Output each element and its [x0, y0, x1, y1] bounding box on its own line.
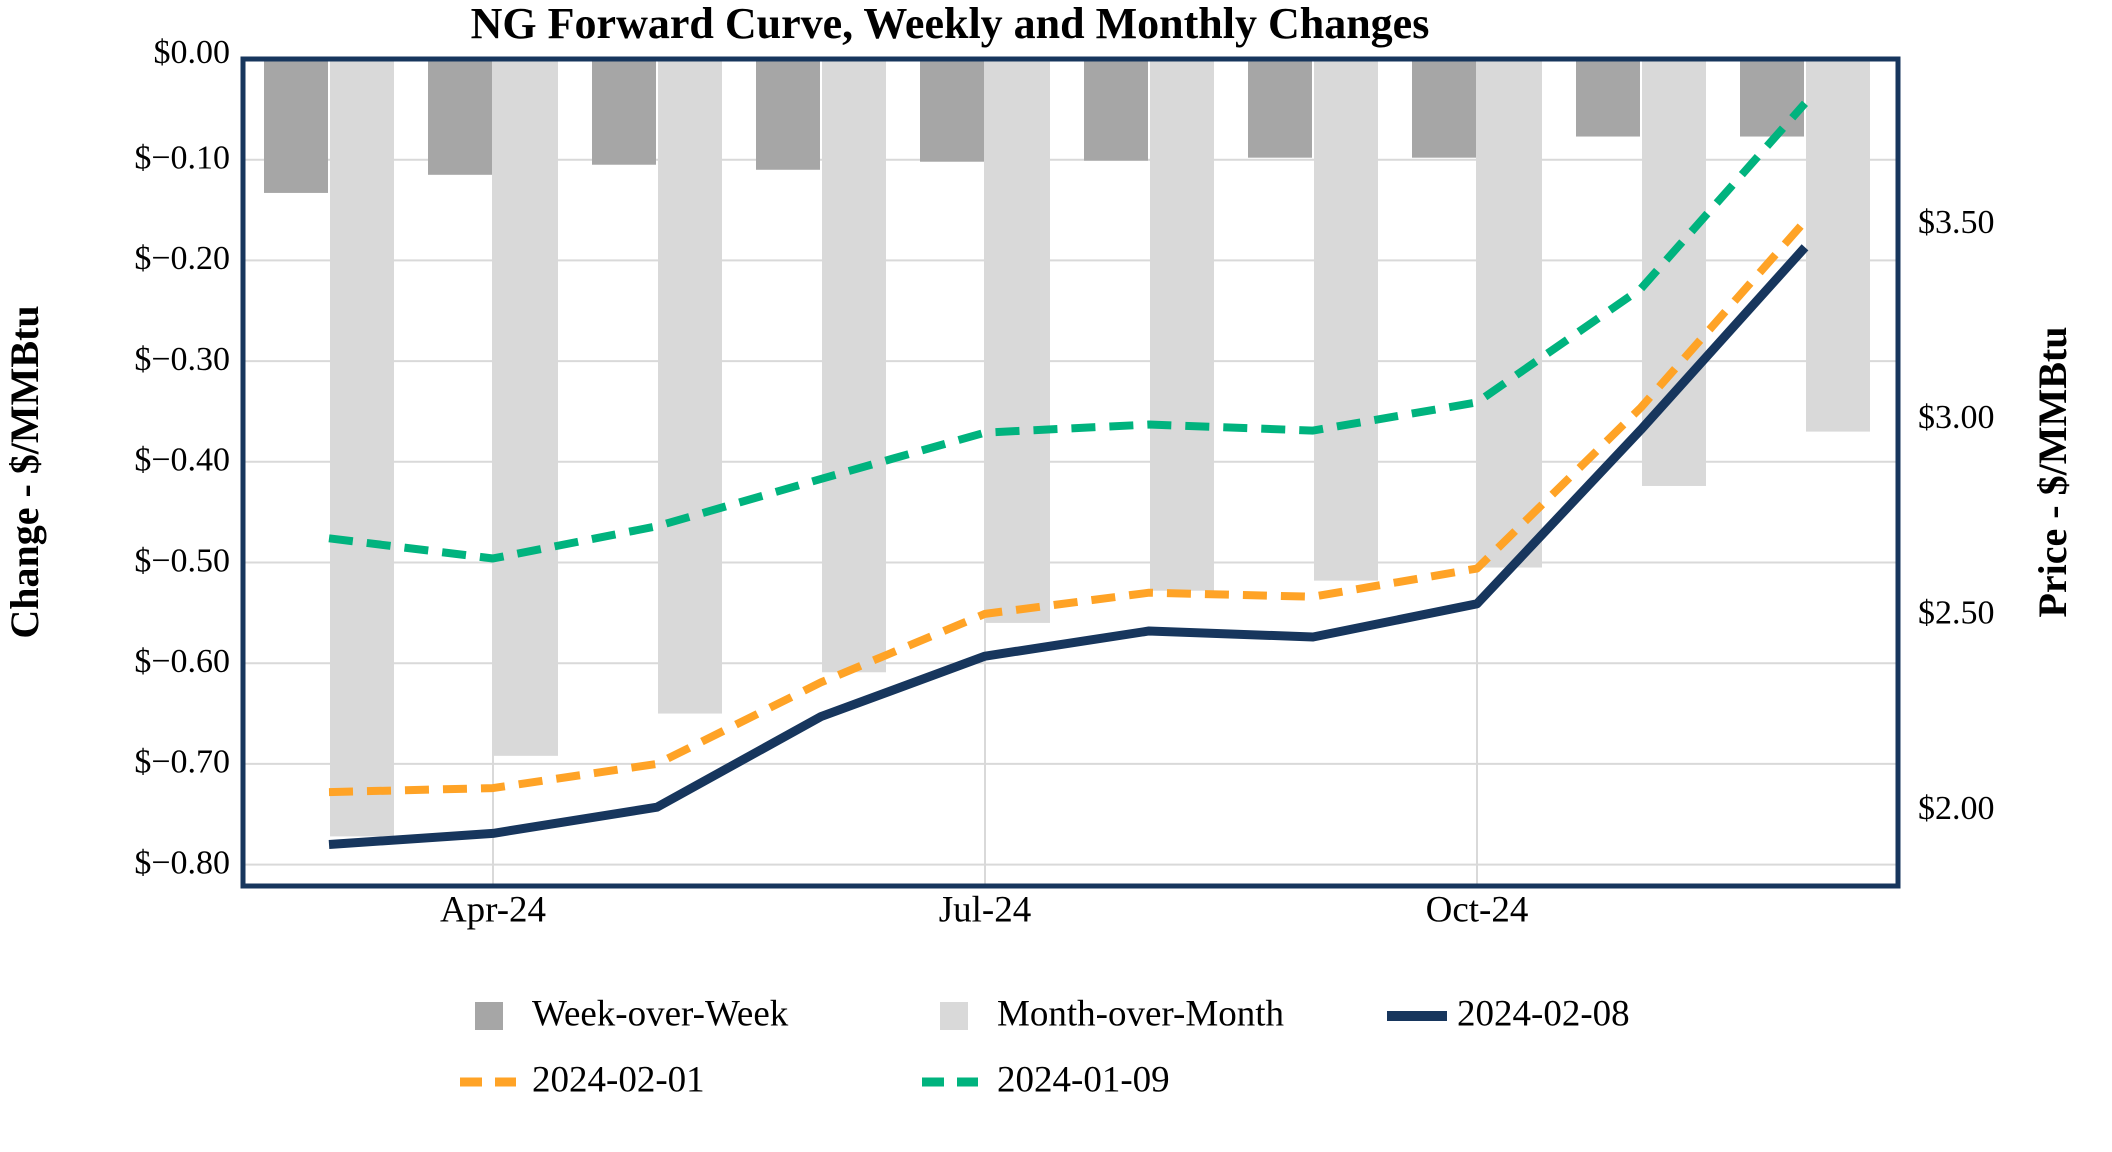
- line-2024-01-09: [328, 100, 1808, 563]
- left-axis-tick-1: $−0.10: [134, 139, 230, 176]
- right-axis-tick-1: $3.00: [1918, 399, 1995, 436]
- chart-title: NG Forward Curve, Weekly and Monthly Cha…: [471, 0, 1430, 48]
- bar-week-over-week-May-24: [592, 59, 656, 165]
- bar-month-over-month-Jun-24: [822, 59, 886, 673]
- left-axis-tick-6: $−0.60: [134, 643, 230, 680]
- left-axis-title: Change - $/MMBtu: [2, 305, 47, 638]
- bar-month-over-month-May-24: [658, 59, 722, 714]
- line-2024-02-01: [328, 218, 1809, 797]
- right-axis-tick-2: $2.50: [1918, 594, 1995, 631]
- bar-week-over-week-Jul-24: [920, 59, 984, 162]
- legend-item-2024-02-01-label: 2024-02-01: [532, 1059, 705, 1100]
- left-axis-tick-8: $−0.80: [134, 844, 230, 881]
- bar-series-month-over-month: [330, 59, 1870, 837]
- legend-item-2024-02-08-label: 2024-02-08: [1457, 993, 1630, 1034]
- bar-month-over-month-Jul-24: [986, 59, 1050, 623]
- plot-area: $0.00 $−0.10 $−0.20 $−0.30 $−0.40 $−0.50 $−0.6…: [134, 34, 1994, 1101]
- bar-series-week-over-week: [264, 59, 1804, 193]
- bar-week-over-week-Mar-24: [264, 59, 328, 193]
- x-axis-tick-2: Oct-24: [1426, 889, 1529, 930]
- left-axis-tick-7: $−0.70: [134, 744, 230, 781]
- legend-item-Week-over-Week-label: Week-over-Week: [532, 993, 789, 1034]
- legend-item-Month-over-Month-label: Month-over-Month: [997, 993, 1285, 1034]
- bar-week-over-week-Jun-24: [756, 59, 820, 170]
- bar-month-over-month-Sep-24: [1314, 59, 1378, 581]
- left-axis-tick-4: $−0.40: [134, 442, 230, 479]
- legend-item-2024-01-09-label: 2024-01-09: [997, 1059, 1170, 1100]
- left-axis-tick-3: $−0.30: [134, 341, 230, 378]
- bar-month-over-month-Mar-24: [330, 59, 394, 837]
- bar-week-over-week-Nov-24: [1576, 59, 1640, 137]
- right-axis-tick-3: $2.00: [1918, 790, 1995, 827]
- x-axis-tick-1: Jul-24: [939, 889, 1032, 930]
- right-axis-tick-0: $3.50: [1918, 204, 1995, 241]
- bar-month-over-month-Dec-24: [1806, 59, 1870, 432]
- left-axis-tick-5: $−0.50: [134, 542, 230, 579]
- month-over-month-swatch-icon: [940, 1002, 968, 1030]
- bar-month-over-month-Aug-24: [1150, 59, 1214, 591]
- line-2024-02-08: [328, 244, 1809, 849]
- bar-month-over-month-Oct-24: [1478, 59, 1542, 568]
- bar-week-over-week-Oct-24: [1412, 59, 1476, 158]
- bar-week-over-week-Dec-24: [1740, 59, 1804, 137]
- bar-week-over-week-Aug-24: [1084, 59, 1148, 161]
- bar-week-over-week-Apr-24: [428, 59, 492, 175]
- bar-month-over-month-Apr-24: [494, 59, 558, 756]
- bar-week-over-week-Sep-24: [1248, 59, 1312, 158]
- x-axis-tick-0: Apr-24: [440, 889, 546, 930]
- left-axis-tick-2: $−0.20: [134, 240, 230, 277]
- right-axis-title: Price - $/MMBtu: [2030, 327, 2075, 618]
- plot-border: [240, 56, 1901, 889]
- week-over-week-swatch-icon: [475, 1002, 503, 1030]
- left-axis-tick-0: $0.00: [154, 34, 231, 71]
